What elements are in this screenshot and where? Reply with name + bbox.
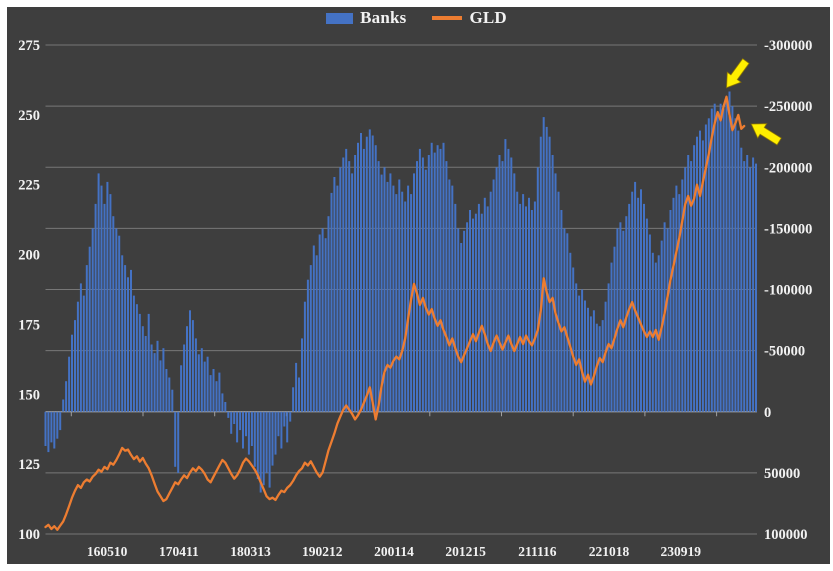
svg-text:175: 175 (18, 317, 40, 333)
legend: Banks GLD (0, 8, 833, 28)
svg-text:-200000: -200000 (764, 160, 812, 176)
svg-text:0: 0 (764, 405, 771, 421)
svg-text:160510: 160510 (87, 544, 128, 559)
axis-labels: 275 250 225 200 175 150 125 100 -300000 -250000 -2… (18, 38, 812, 559)
banks-bars-series (44, 91, 757, 493)
svg-text:100: 100 (18, 527, 40, 543)
legend-item-banks: Banks (326, 8, 406, 28)
svg-text:-50000: -50000 (764, 344, 805, 360)
svg-text:221018: 221018 (589, 544, 630, 559)
svg-text:-100000: -100000 (764, 283, 812, 299)
svg-text:180313: 180313 (230, 544, 271, 559)
banks-swatch-icon (326, 12, 354, 24)
svg-text:125: 125 (18, 457, 40, 473)
svg-text:275: 275 (18, 38, 40, 54)
arrow-at-gld-peak (725, 57, 750, 89)
legend-label-gld: GLD (469, 8, 507, 27)
svg-text:200114: 200114 (374, 544, 414, 559)
svg-text:-300000: -300000 (764, 38, 812, 54)
svg-text:-150000: -150000 (764, 221, 812, 237)
svg-text:225: 225 (18, 178, 40, 194)
legend-item-gld: GLD (432, 8, 507, 28)
svg-text:211116: 211116 (518, 544, 557, 559)
legend-label-banks: Banks (360, 8, 407, 27)
svg-text:170411: 170411 (159, 544, 199, 559)
svg-text:230919: 230919 (661, 544, 702, 559)
svg-text:200: 200 (18, 248, 40, 264)
gld-line-series (44, 95, 746, 531)
arrow-at-gld-end (750, 123, 782, 146)
svg-text:100000: 100000 (764, 527, 808, 543)
svg-text:-250000: -250000 (764, 99, 812, 115)
svg-text:201215: 201215 (445, 544, 486, 559)
chart-panel (7, 7, 830, 564)
svg-text:150: 150 (18, 387, 40, 403)
gld-line-icon (432, 16, 463, 20)
svg-text:250: 250 (18, 108, 40, 124)
svg-text:190212: 190212 (302, 544, 343, 559)
svg-text:50000: 50000 (764, 466, 800, 482)
